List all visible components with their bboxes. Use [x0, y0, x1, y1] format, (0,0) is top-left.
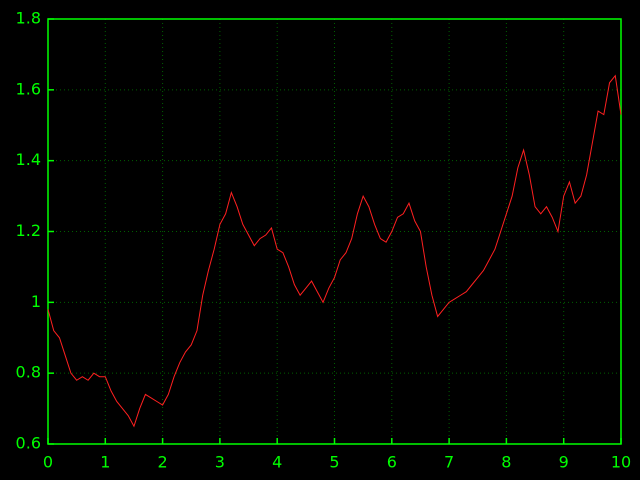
plot-frame: [47, 18, 622, 445]
data-line: [47, 74, 622, 428]
x-tick-label: 3: [215, 453, 225, 472]
y-tick-label: 1.6: [16, 79, 41, 98]
x-tick-label: 5: [329, 453, 339, 472]
x-tick-label: 7: [444, 453, 454, 472]
y-tick-label: 1: [31, 292, 41, 311]
x-tick-label: 2: [158, 453, 168, 472]
x-tick-label: 10: [611, 453, 631, 472]
y-tick-label: 1.4: [16, 150, 41, 169]
y-tick-label: 1.8: [16, 9, 41, 28]
x-tick-label: 9: [559, 453, 569, 472]
x-tick-label: 0: [43, 453, 53, 472]
x-tick-label: 4: [272, 453, 282, 472]
x-tick-label: 6: [387, 453, 397, 472]
x-tick-label: 1: [100, 453, 110, 472]
x-tick-label: 8: [501, 453, 511, 472]
y-tick-label: 0.6: [16, 434, 41, 453]
y-tick-label: 1.2: [16, 221, 41, 240]
y-tick-label: 0.8: [16, 363, 41, 382]
